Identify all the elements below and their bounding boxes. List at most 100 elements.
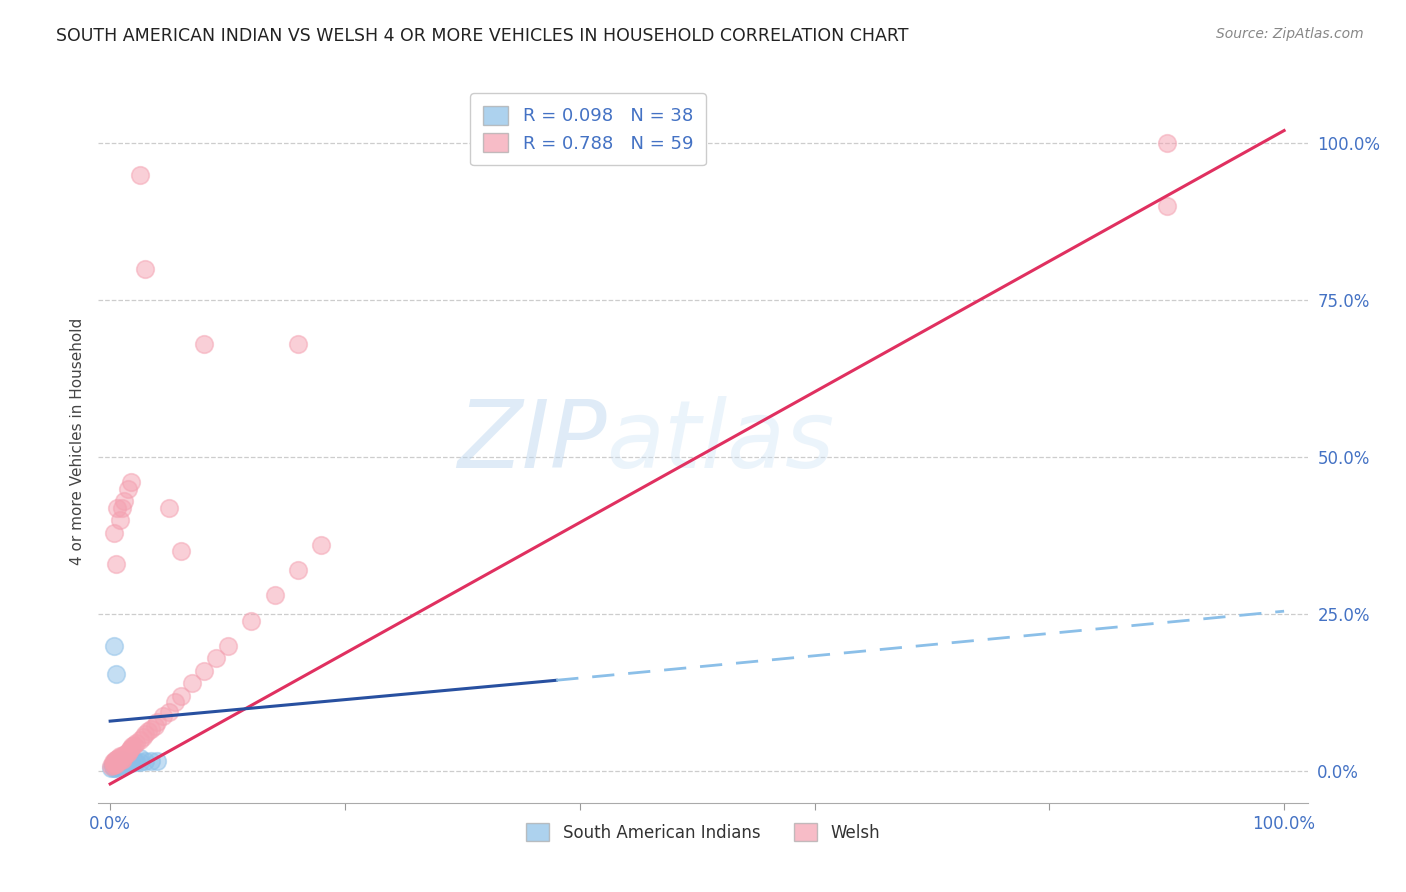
- Point: [104, 761, 127, 775]
- Point: [108, 748, 131, 763]
- Point: [111, 500, 134, 515]
- Point: [104, 756, 127, 771]
- Point: [146, 715, 169, 730]
- Point: [122, 738, 145, 752]
- Point: [108, 758, 131, 772]
- Y-axis label: 4 or more Vehicles in Household: 4 or more Vehicles in Household: [69, 318, 84, 566]
- Point: [311, 538, 333, 552]
- Point: [101, 755, 124, 769]
- Point: [204, 651, 226, 665]
- Point: [141, 755, 163, 769]
- Text: Source: ZipAtlas.com: Source: ZipAtlas.com: [1216, 27, 1364, 41]
- Point: [111, 753, 134, 767]
- Point: [169, 544, 191, 558]
- Point: [117, 482, 139, 496]
- Point: [115, 756, 138, 770]
- Text: atlas: atlas: [606, 396, 835, 487]
- Point: [181, 676, 204, 690]
- Point: [114, 756, 136, 771]
- Point: [125, 736, 148, 750]
- Point: [105, 755, 128, 769]
- Point: [110, 758, 132, 772]
- Point: [120, 740, 142, 755]
- Point: [117, 756, 139, 771]
- Point: [120, 742, 142, 756]
- Point: [103, 758, 125, 772]
- Point: [112, 494, 135, 508]
- Point: [114, 747, 136, 761]
- Point: [107, 756, 129, 770]
- Point: [157, 705, 180, 719]
- Point: [110, 752, 132, 766]
- Point: [101, 758, 124, 772]
- Point: [121, 739, 143, 754]
- Point: [105, 500, 128, 515]
- Point: [103, 761, 125, 775]
- Point: [101, 759, 124, 773]
- Text: SOUTH AMERICAN INDIAN VS WELSH 4 OR MORE VEHICLES IN HOUSEHOLD CORRELATION CHART: SOUTH AMERICAN INDIAN VS WELSH 4 OR MORE…: [56, 27, 908, 45]
- Point: [118, 755, 141, 769]
- Point: [125, 755, 148, 769]
- Point: [107, 755, 129, 769]
- Point: [105, 752, 128, 766]
- Point: [1156, 199, 1178, 213]
- Point: [101, 758, 124, 772]
- Point: [108, 513, 131, 527]
- Point: [103, 755, 125, 769]
- Point: [128, 750, 150, 764]
- Point: [169, 689, 191, 703]
- Point: [111, 756, 134, 771]
- Point: [108, 755, 131, 769]
- Point: [112, 752, 135, 766]
- Point: [217, 639, 239, 653]
- Point: [134, 727, 156, 741]
- Point: [105, 756, 128, 771]
- Point: [132, 730, 155, 744]
- Point: [105, 759, 128, 773]
- Point: [108, 753, 131, 767]
- Point: [103, 756, 125, 771]
- Point: [105, 758, 128, 772]
- Point: [103, 525, 125, 540]
- Text: ZIP: ZIP: [457, 396, 606, 487]
- Point: [105, 756, 128, 771]
- Point: [103, 759, 125, 773]
- Point: [1156, 136, 1178, 150]
- Point: [107, 750, 129, 764]
- Point: [104, 758, 127, 772]
- Point: [128, 755, 150, 769]
- Point: [134, 261, 156, 276]
- Point: [111, 753, 134, 767]
- Point: [146, 754, 169, 768]
- Legend: South American Indians, Welsh: South American Indians, Welsh: [519, 817, 887, 848]
- Point: [111, 748, 134, 763]
- Point: [122, 755, 145, 769]
- Point: [105, 753, 128, 767]
- Point: [287, 337, 309, 351]
- Point: [105, 755, 128, 769]
- Point: [105, 760, 128, 774]
- Point: [107, 758, 129, 772]
- Point: [100, 761, 122, 775]
- Point: [136, 723, 159, 738]
- Point: [103, 639, 125, 653]
- Point: [240, 614, 263, 628]
- Point: [157, 500, 180, 515]
- Point: [118, 744, 141, 758]
- Point: [193, 664, 215, 678]
- Point: [120, 475, 142, 490]
- Point: [128, 168, 150, 182]
- Point: [104, 755, 127, 769]
- Point: [112, 748, 135, 763]
- Point: [141, 722, 163, 736]
- Point: [287, 563, 309, 577]
- Point: [117, 746, 139, 760]
- Point: [134, 755, 156, 769]
- Point: [143, 719, 166, 733]
- Point: [115, 746, 138, 760]
- Point: [105, 667, 128, 681]
- Point: [263, 589, 285, 603]
- Point: [128, 733, 150, 747]
- Point: [110, 755, 132, 769]
- Point: [120, 756, 142, 770]
